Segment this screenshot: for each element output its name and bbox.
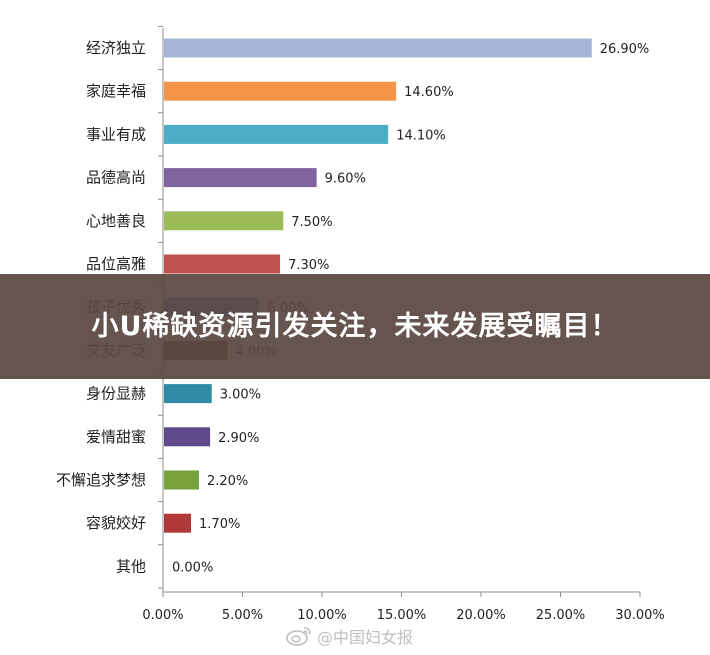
bar (164, 168, 317, 188)
value-label: 26.90% (600, 42, 650, 57)
x-tick-label: 30.00% (615, 608, 665, 623)
x-tick-label: 5.00% (222, 608, 263, 623)
value-label: 14.60% (404, 85, 454, 100)
category-label: 不懈追求梦想 (56, 471, 146, 489)
category-label: 爱情甜蜜 (86, 428, 146, 446)
bar (164, 211, 284, 231)
bar (164, 384, 212, 404)
x-tick-label: 10.00% (297, 608, 347, 623)
category-label: 经济独立 (86, 39, 146, 57)
category-label: 家庭幸福 (86, 82, 146, 100)
value-label: 2.90% (218, 431, 259, 446)
value-label: 14.10% (396, 128, 446, 143)
watermark: @中国妇女报 (285, 624, 413, 648)
bar (164, 81, 397, 101)
value-label: 3.00% (220, 388, 261, 403)
value-label: 7.30% (288, 258, 329, 273)
bar (164, 254, 281, 274)
bar (164, 38, 592, 58)
bar (164, 513, 192, 533)
category-label: 心地善良 (86, 212, 146, 230)
headline-text: 小U稀缺资源引发关注，未来发展受瞩目！ (91, 310, 619, 342)
bar (164, 427, 211, 447)
category-label: 身份显赫 (86, 385, 146, 403)
category-label: 事业有成 (86, 125, 146, 143)
value-label: 2.20% (207, 474, 248, 489)
x-tick-label: 25.00% (536, 608, 586, 623)
bar (164, 124, 389, 144)
x-tick-label: 15.00% (377, 608, 427, 623)
headline-banner: 小U稀缺资源引发关注，未来发展受瞩目！ (0, 274, 710, 379)
value-label: 7.50% (291, 215, 332, 230)
x-tick-label: 0.00% (142, 608, 183, 623)
value-label: 1.70% (199, 517, 240, 532)
category-label: 品德高尚 (86, 169, 146, 187)
x-tick-label: 20.00% (456, 608, 506, 623)
weibo-icon (286, 627, 311, 646)
watermark-text: @中国妇女报 (317, 628, 414, 647)
bar (164, 470, 199, 490)
category-label: 容貌姣好 (86, 514, 146, 532)
category-label: 其他 (116, 557, 146, 575)
category-label: 品位高雅 (86, 255, 146, 273)
value-label: 9.60% (325, 172, 366, 187)
value-label: 0.00% (172, 560, 213, 575)
